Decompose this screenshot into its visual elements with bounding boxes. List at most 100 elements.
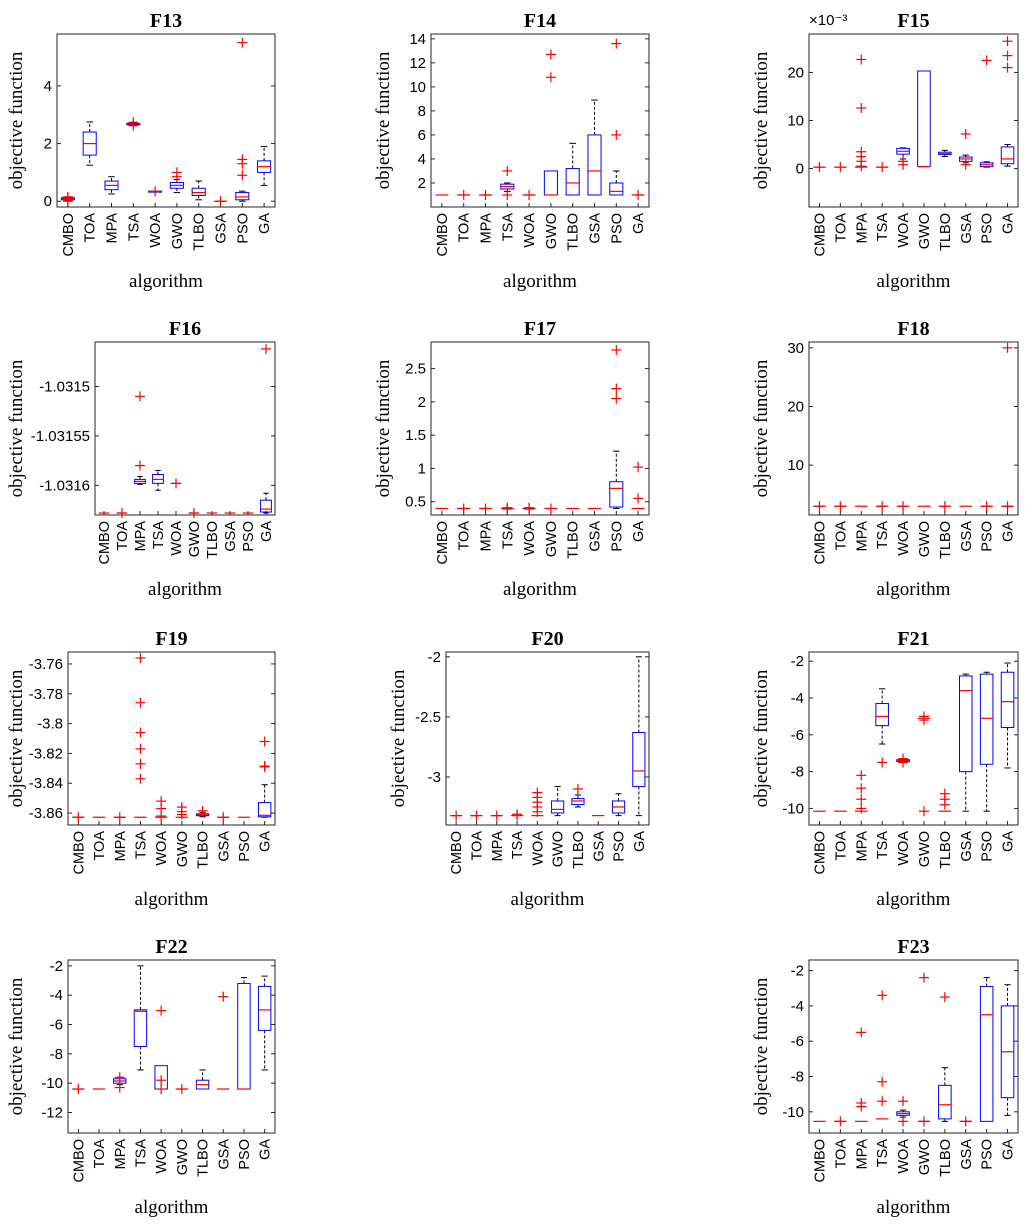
outlier-marker (918, 1116, 929, 1127)
chart-panel-f21: -10 -8 -6 -4 -2 CMBO TOA MPA TSA WOA GWO TLBO GSA PSO… (751, 628, 1019, 910)
outlier-marker (176, 809, 187, 820)
box-gsa (217, 812, 230, 823)
x-tick-label: TLBO (566, 213, 582, 251)
chart-panel-f14: 2 4 6 8 10 12 14 CMBO TOA MPA TSA WOA GWO TLBO GSA PSO G… (373, 10, 650, 292)
box-iqr (551, 800, 565, 814)
outlier-marker (856, 103, 867, 114)
box-toa (834, 162, 847, 173)
x-tick-label: MPA (105, 213, 121, 244)
y-tick-label: 10 (787, 457, 804, 474)
outlier-marker (156, 1075, 167, 1086)
box-gsa (958, 673, 973, 812)
box-woa (896, 501, 910, 512)
box-iqr (938, 1084, 952, 1120)
x-tick-label: PSO (235, 213, 251, 244)
outlier-marker (135, 773, 146, 784)
y-tick-label: -3.78 (29, 686, 63, 703)
y-tick-label: 1 (418, 460, 426, 477)
outlier-marker (877, 990, 888, 1001)
box-iqr (133, 1009, 148, 1048)
outlier-marker (856, 1027, 867, 1038)
x-tick-label: WOA (896, 1139, 912, 1174)
outlier-marker (611, 129, 622, 140)
outlier-marker (981, 501, 992, 512)
box-gsa (217, 991, 230, 1090)
x-tick-label: MPA (133, 521, 149, 552)
box-woa (170, 478, 182, 489)
x-tick-label: GA (257, 213, 273, 234)
outlier-marker (524, 502, 535, 513)
box-gwo (917, 972, 931, 1127)
box-woa (896, 753, 910, 768)
outlier-marker (135, 460, 145, 471)
x-tick-label: WOA (154, 831, 170, 866)
box-tsa (875, 990, 889, 1120)
outlier-marker (458, 189, 469, 200)
box-woa (522, 189, 536, 200)
y-axis-label: objective function (751, 359, 772, 497)
y-tick-label: 6 (418, 127, 426, 144)
y-axis-label: objective function (6, 359, 27, 497)
box-woa (148, 186, 163, 197)
outlier-marker (135, 697, 146, 708)
box-toa (82, 121, 97, 166)
chart-title: F17 (524, 318, 556, 340)
outlier-marker (156, 811, 167, 822)
outlier-marker (532, 806, 543, 817)
outlier-marker (572, 783, 583, 794)
x-axis-label: algorithm (129, 271, 203, 292)
x-tick-label: GSA (959, 213, 975, 244)
y-tick-label: -6 (50, 1017, 63, 1034)
x-tick-label: GSA (591, 831, 607, 862)
axes-frame (808, 959, 1019, 1134)
box-ga (1000, 984, 1015, 1116)
outlier-marker (471, 810, 482, 821)
y-tick-label: -8 (791, 764, 804, 781)
axes-frame (430, 33, 650, 208)
x-tick-label: CMBO (812, 831, 828, 875)
x-tick-label: GSA (216, 1139, 232, 1170)
x-tick-label: GWO (917, 213, 933, 249)
outlier-marker (73, 1084, 84, 1095)
x-tick-label: TSA (510, 831, 526, 860)
x-tick-label: GSA (959, 831, 975, 862)
outlier-marker (1002, 62, 1013, 73)
x-tick-label: WOA (154, 1139, 170, 1174)
outlier-marker (835, 501, 846, 512)
x-tick-label: TOA (92, 1139, 108, 1169)
box-mpa (490, 810, 503, 821)
box-iqr (191, 187, 206, 196)
x-tick-label: CMBO (435, 521, 451, 565)
outlier-marker (135, 727, 146, 738)
x-tick-label: TLBO (938, 521, 954, 559)
outlier-marker (189, 508, 199, 519)
x-tick-label: MPA (854, 1139, 870, 1170)
box-toa (834, 501, 847, 512)
outlier-marker (502, 502, 513, 513)
x-tick-label: PSO (980, 831, 996, 862)
outlier-marker (1002, 342, 1013, 353)
outlier-marker (814, 501, 825, 512)
outlier-marker (1002, 36, 1013, 47)
box-tsa (510, 809, 524, 821)
outlier-marker (135, 758, 146, 769)
box-iqr (609, 481, 624, 508)
box-iqr (235, 192, 250, 201)
box-tsa (875, 688, 889, 768)
x-tick-label: TOA (833, 831, 849, 861)
x-tick-label: TOA (833, 1139, 849, 1169)
x-tick-label: MPA (490, 831, 506, 862)
x-tick-label: GWO (551, 831, 567, 867)
outlier-marker (451, 810, 462, 821)
box-tlbo (195, 805, 210, 818)
box-toa (457, 189, 471, 200)
axes-frame (94, 341, 276, 516)
y-axis-label: objective function (6, 669, 27, 807)
y-tick-label: -3.76 (29, 656, 63, 673)
outlier-marker (877, 501, 888, 512)
box-pso (979, 977, 994, 1122)
box-mpa (113, 812, 126, 823)
box-cmbo (72, 812, 85, 823)
y-tick-label: 2 (44, 136, 52, 153)
